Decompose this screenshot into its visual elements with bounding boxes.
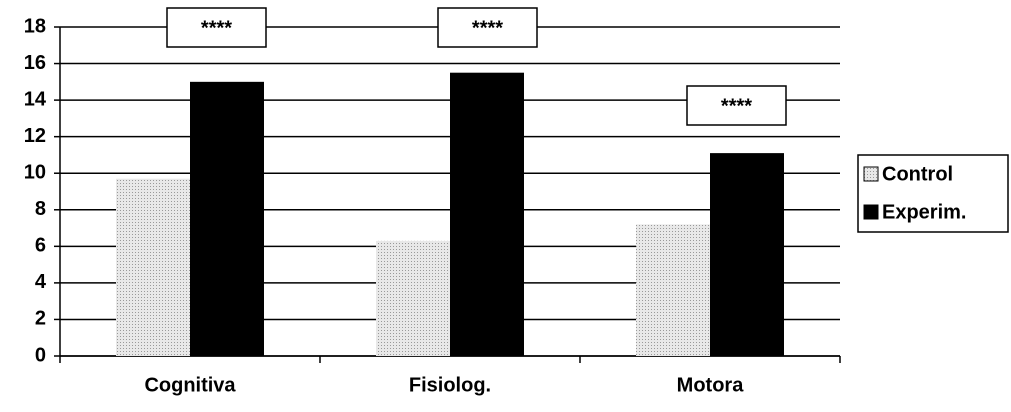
bar [636, 224, 710, 356]
y-tick-label: 10 [24, 162, 46, 184]
annotation: **** [721, 95, 752, 117]
legend-box [857, 154, 1009, 233]
x-tick-label: Motora [677, 374, 745, 396]
y-tick-label: 4 [35, 271, 47, 293]
legend-label: Experim. [882, 201, 966, 223]
bar [710, 153, 784, 356]
y-tick-label: 0 [35, 344, 46, 366]
annotation-box [437, 7, 538, 48]
y-tick-label: 12 [24, 125, 46, 147]
x-tick-label: Fisiolog. [409, 374, 491, 396]
annotation: **** [472, 17, 503, 39]
legend-swatch [863, 166, 879, 182]
annotation-box [686, 85, 787, 126]
annotation-box [166, 7, 267, 48]
bar [116, 178, 190, 356]
y-tick-label: 16 [24, 52, 46, 74]
legend-swatch [863, 204, 879, 220]
bar [450, 72, 524, 356]
annotation: **** [201, 17, 232, 39]
legend-label: Control [882, 163, 953, 185]
y-tick-label: 2 [35, 308, 46, 330]
y-tick-label: 6 [35, 235, 46, 257]
x-tick-label: Cognitiva [144, 374, 236, 396]
y-tick-label: 14 [24, 88, 47, 110]
bar [376, 240, 450, 356]
y-tick-label: 18 [24, 15, 46, 37]
bar [190, 81, 264, 356]
y-tick-label: 8 [35, 198, 46, 220]
